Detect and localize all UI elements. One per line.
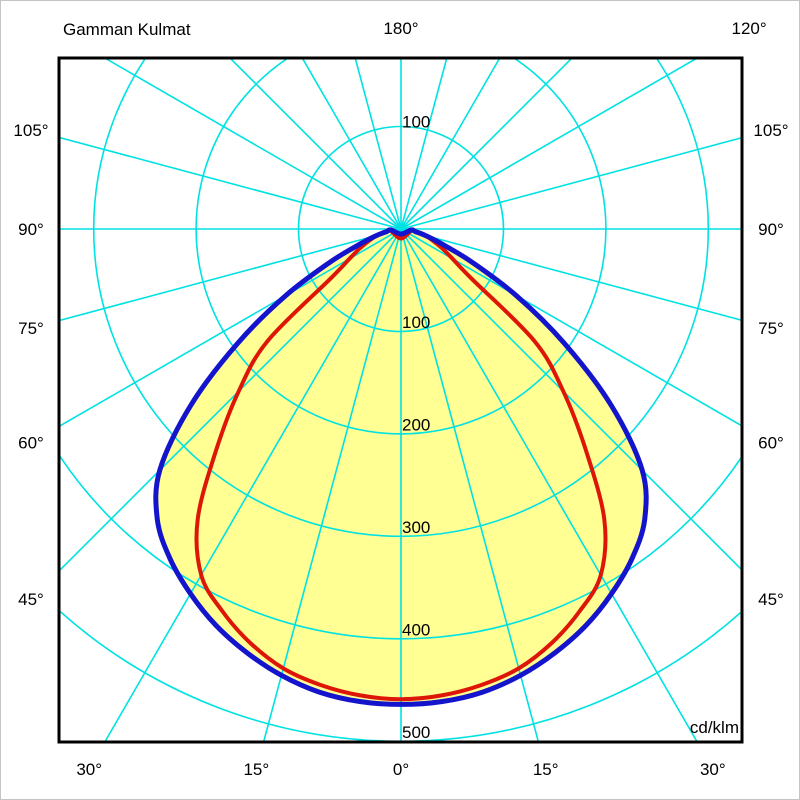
gamma-label-right: 60° bbox=[758, 434, 784, 453]
radial-tick-label: 500 bbox=[402, 723, 430, 742]
gamma-label-bottom: 0° bbox=[393, 760, 409, 779]
grid-ray bbox=[400, 228, 698, 741]
radial-tick-label: 300 bbox=[402, 518, 430, 537]
grid-ray bbox=[400, 59, 697, 230]
grid-ray bbox=[263, 228, 402, 741]
gamma-label-right: 105° bbox=[753, 121, 788, 140]
grid-ray bbox=[60, 228, 402, 571]
grid-ray bbox=[400, 59, 572, 230]
gamma-label-right: 45° bbox=[758, 590, 784, 609]
gamma-label-bottom: 30° bbox=[76, 760, 102, 779]
radial-tick-label: 100 bbox=[402, 113, 430, 132]
grid-ray bbox=[60, 136, 402, 230]
grid-ray bbox=[400, 228, 741, 321]
gamma-label-right: 90° bbox=[758, 220, 784, 239]
gamma-label-top: 120° bbox=[732, 19, 767, 38]
grid-ray bbox=[400, 228, 741, 570]
unit-label: cd/klm bbox=[689, 718, 739, 737]
gamma-label-bottom: 15° bbox=[243, 760, 269, 779]
gamma-label-left: 105° bbox=[13, 121, 48, 140]
grid-ray bbox=[104, 228, 402, 741]
radial-tick-label: 200 bbox=[402, 415, 430, 434]
gamma-label-bottom: 15° bbox=[533, 760, 559, 779]
grid-ray bbox=[354, 59, 402, 230]
grid-ray bbox=[400, 228, 539, 741]
inner-intensity-curve bbox=[194, 227, 608, 702]
grid-ray bbox=[400, 59, 448, 230]
gamma-label-left: 60° bbox=[18, 434, 44, 453]
grid-ray bbox=[230, 59, 402, 230]
gamma-label-left: 75° bbox=[18, 319, 44, 338]
gamma-label-right: 75° bbox=[758, 319, 784, 338]
gamma-label-top: 180° bbox=[383, 19, 418, 38]
gamma-label-left: 45° bbox=[18, 590, 44, 609]
grid-ray bbox=[400, 137, 741, 230]
grid-ray bbox=[105, 59, 402, 230]
radial-tick-label: 400 bbox=[402, 620, 430, 639]
grid-ray bbox=[400, 59, 500, 230]
grid-ray bbox=[60, 228, 402, 322]
plot-border bbox=[57, 56, 744, 744]
radial-tick-label: 100 bbox=[402, 313, 430, 332]
gamma-label-left: 90° bbox=[18, 220, 44, 239]
gamma-label-bottom: 30° bbox=[700, 760, 726, 779]
outer-intensity-curve bbox=[153, 227, 649, 707]
chart-title: Gamman Kulmat bbox=[63, 20, 191, 39]
grid-ray bbox=[302, 59, 402, 230]
